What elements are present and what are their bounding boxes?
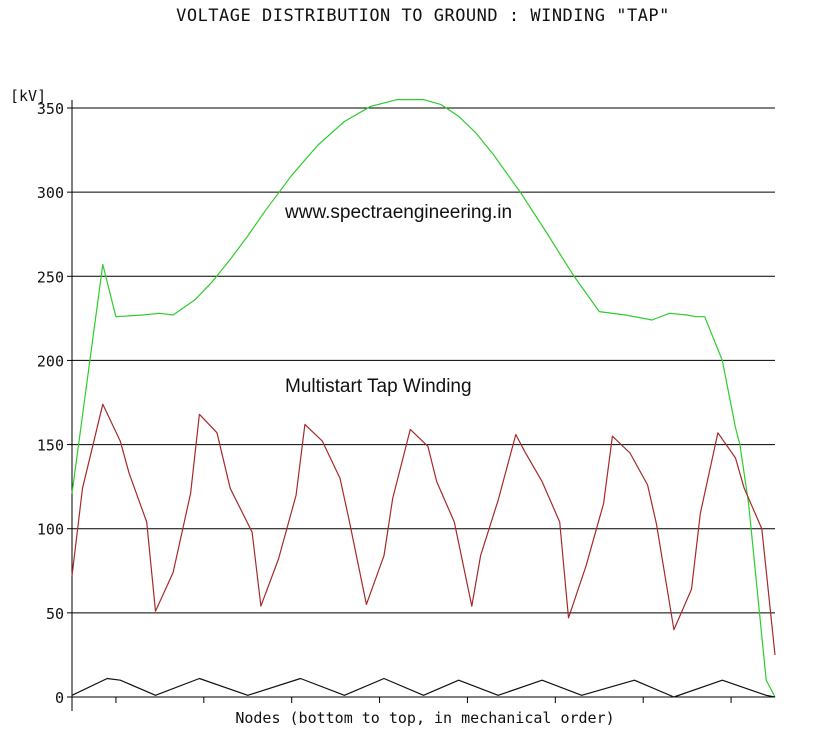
y-tick-label: 100 bbox=[37, 521, 64, 539]
x-axis-label: Nodes (bottom to top, in mechanical orde… bbox=[235, 709, 614, 727]
y-axis-label: [kV] bbox=[10, 87, 46, 105]
y-tick-label: 250 bbox=[37, 268, 64, 286]
website-annotation: www.spectraengineering.in bbox=[284, 202, 512, 223]
winding-annotation: Multistart Tap Winding bbox=[285, 376, 472, 397]
y-tick-label: 150 bbox=[37, 437, 64, 455]
series-line-0 bbox=[71, 98, 776, 698]
axes: 0 50 100 150 200 250 300 350 bbox=[37, 100, 775, 711]
y-tick-label: 50 bbox=[46, 605, 64, 623]
y-tick-label: 350 bbox=[37, 100, 64, 118]
series-lines bbox=[71, 98, 776, 698]
grid-lines bbox=[72, 107, 775, 614]
y-tick-label: 300 bbox=[37, 184, 64, 202]
y-tick-label: 0 bbox=[55, 689, 64, 707]
series-line-2 bbox=[71, 677, 776, 698]
chart-title: VOLTAGE DISTRIBUTION TO GROUND : WINDING… bbox=[176, 6, 670, 26]
y-tick-label: 200 bbox=[37, 352, 64, 370]
series-line-1 bbox=[71, 403, 776, 655]
